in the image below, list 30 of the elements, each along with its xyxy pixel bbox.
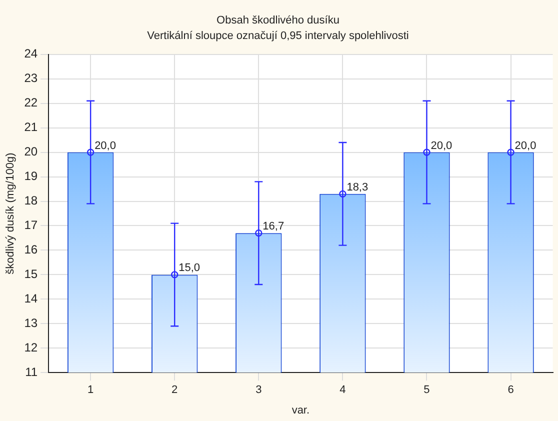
- data-label: 20,0: [94, 140, 116, 152]
- y-tick-label: 14: [24, 291, 38, 306]
- y-tick-label: 18: [24, 194, 38, 208]
- data-label: 18,3: [346, 181, 368, 194]
- chart-title: Obsah škodlivého dusíku: [216, 14, 340, 27]
- y-tick-label: 24: [24, 46, 38, 61]
- chart-subtitle: Vertikální sloupce označují 0,95 intervaly spolehlivosti: [147, 30, 409, 42]
- data-label: 20,0: [430, 140, 452, 152]
- y-tick-label: 12: [24, 340, 38, 354]
- y-axis-title: škodlivý dusík (mg/100g): [4, 152, 17, 274]
- y-tick-label: 21: [24, 120, 38, 134]
- x-tick-label: 3: [256, 384, 262, 396]
- y-tick-label: 15: [24, 267, 38, 282]
- x-tick-label: 4: [340, 384, 346, 396]
- x-tick-label: 6: [508, 384, 514, 396]
- y-tick-label: 19: [24, 169, 38, 184]
- y-tick-label: 20: [24, 144, 38, 159]
- y-tick-label: 13: [24, 316, 38, 330]
- x-tick-label: 5: [424, 384, 430, 396]
- y-tick-label: 23: [24, 71, 38, 86]
- data-label: 15,0: [178, 262, 200, 274]
- y-tick-label: 11: [25, 364, 38, 379]
- x-tick-label: 2: [172, 384, 178, 396]
- data-label: 20,0: [514, 140, 536, 152]
- y-tick-label: 22: [24, 96, 38, 110]
- x-tick-label: 1: [88, 384, 94, 396]
- data-label: 16,7: [262, 220, 284, 233]
- y-tick-label: 16: [24, 242, 38, 257]
- x-axis-title: var.: [292, 404, 310, 416]
- y-tick-label: 17: [24, 218, 38, 232]
